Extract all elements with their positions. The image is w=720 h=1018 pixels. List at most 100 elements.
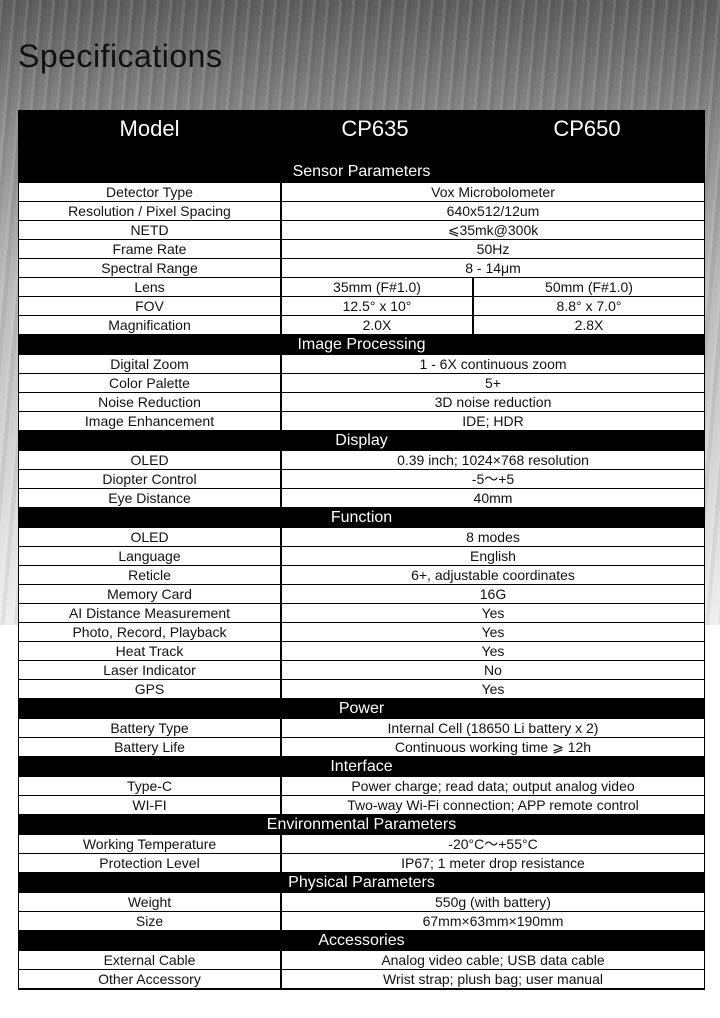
row-value: 1 - 6X continuous zoom: [282, 355, 704, 373]
spec-table: Model CP635 CP650 Sensor Parameters Detec…: [18, 110, 705, 990]
table-row: Memory Card 16G: [19, 585, 704, 604]
table-row: Laser Indicator No: [19, 661, 704, 680]
row-value: Analog video cable; USB data cable: [282, 951, 704, 969]
row-value: 67mm×63mm×190mm: [282, 912, 704, 930]
row-value: Vox Microbolometer: [282, 183, 704, 201]
table-row: External Cable Analog video cable; USB da…: [19, 951, 704, 970]
row-value: 16G: [282, 585, 704, 603]
table-row: AI Distance Measurement Yes: [19, 604, 704, 623]
row-label: Diopter Control: [19, 470, 282, 488]
table-row: OLED 0.39 inch; 1024×768 resolution: [19, 451, 704, 470]
row-value: Wrist strap; plush bag; user manual: [282, 970, 704, 988]
page-title: Specifications: [18, 38, 223, 74]
row-value: 0.39 inch; 1024×768 resolution: [282, 451, 704, 469]
row-value: Yes: [282, 642, 704, 660]
row-label: Color Palette: [19, 374, 282, 392]
row-label: NETD: [19, 221, 282, 239]
table-row: Protection Level IP67; 1 meter drop resis…: [19, 854, 704, 873]
row-value: 5+: [282, 374, 704, 392]
section-header: Environmental Parameters: [19, 815, 704, 835]
row-label: Weight: [19, 893, 282, 911]
section-header: Image Processing: [19, 335, 704, 355]
row-label: OLED: [19, 451, 282, 469]
table-row: NETD ⩽35mk@300k: [19, 221, 704, 240]
table-row: Detector Type Vox Microbolometer: [19, 183, 704, 202]
row-value: Yes: [282, 623, 704, 641]
header-model: Model: [119, 116, 180, 141]
row-label: Magnification: [19, 316, 282, 334]
row-value: 8 modes: [282, 528, 704, 546]
row-label: WI-FI: [19, 796, 282, 814]
row-value: English: [282, 547, 704, 565]
row-label: Image Enhancement: [19, 412, 282, 430]
section-header: Display: [19, 431, 704, 451]
table-row: Spectral Range 8 - 14μm: [19, 259, 704, 278]
section-header: Accessories: [19, 931, 704, 951]
table-row: Type-C Power charge; read data; output an…: [19, 777, 704, 796]
table-row: Battery Life Continuous working time ⩾ 12…: [19, 738, 704, 757]
row-label: Memory Card: [19, 585, 282, 603]
table-row: Working Temperature -20°C～+55°C: [19, 835, 704, 854]
row-label: FOV: [19, 297, 282, 315]
row-value-cp635: 12.5° x 10°: [282, 297, 474, 315]
row-value-cp650: 8.8° x 7.0°: [474, 297, 704, 315]
row-label: Other Accessory: [19, 970, 282, 988]
row-label: Reticle: [19, 566, 282, 584]
row-label: Protection Level: [19, 854, 282, 872]
row-value-cp650: 2.8X: [474, 316, 704, 334]
row-value: 6+, adjustable coordinates: [282, 566, 704, 584]
table-row: Color Palette 5+: [19, 374, 704, 393]
table-row: OLED 8 modes: [19, 528, 704, 547]
header-cp650: CP650: [553, 116, 621, 141]
header-cp635: CP635: [341, 116, 409, 141]
row-label: Digital Zoom: [19, 355, 282, 373]
table-row: Other Accessory Wrist strap; plush bag; u…: [19, 970, 704, 989]
row-label: OLED: [19, 528, 282, 546]
row-value: Two-way Wi-Fi connection; APP remote con…: [282, 796, 704, 814]
row-value: 8 - 14μm: [282, 259, 704, 277]
section-header: Function: [19, 508, 704, 528]
table-row: FOV 12.5° x 10° 8.8° x 7.0°: [19, 297, 704, 316]
section-header: Interface: [19, 757, 704, 777]
row-value: -20°C～+55°C: [282, 835, 704, 853]
table-row: Size 67mm×63mm×190mm: [19, 912, 704, 931]
row-label: Resolution / Pixel Spacing: [19, 202, 282, 220]
row-label: Battery Life: [19, 738, 282, 756]
row-label: Language: [19, 547, 282, 565]
table-row: Noise Reduction 3D noise reduction: [19, 393, 704, 412]
row-label: Noise Reduction: [19, 393, 282, 411]
row-label: Lens: [19, 278, 282, 296]
table-row: GPS Yes: [19, 680, 704, 699]
row-label: Laser Indicator: [19, 661, 282, 679]
table-row: Photo, Record, Playback Yes: [19, 623, 704, 642]
row-value-cp635: 35mm (F#1.0): [282, 278, 474, 296]
row-value: 50Hz: [282, 240, 704, 258]
row-value: 640x512/12um: [282, 202, 704, 220]
row-value: 40mm: [282, 489, 704, 507]
table-row: Frame Rate 50Hz: [19, 240, 704, 259]
row-label: Working Temperature: [19, 835, 282, 853]
row-label: Frame Rate: [19, 240, 282, 258]
table-row: Resolution / Pixel Spacing 640x512/12um: [19, 202, 704, 221]
row-value: Internal Cell (18650 Li battery x 2): [282, 719, 704, 737]
table-row: Magnification 2.0X 2.8X: [19, 316, 704, 335]
table-row: Reticle 6+, adjustable coordinates: [19, 566, 704, 585]
table-body: Sensor Parameters Detector Type Vox Microb…: [19, 147, 704, 989]
row-label: Size: [19, 912, 282, 930]
row-value: Yes: [282, 680, 704, 698]
table-row: Digital Zoom 1 - 6X continuous zoom: [19, 355, 704, 374]
row-label: Detector Type: [19, 183, 282, 201]
row-value: 550g (with battery): [282, 893, 704, 911]
row-value: Yes: [282, 604, 704, 622]
section-header: Sensor Parameters: [19, 147, 704, 183]
table-header: Model CP635 CP650: [19, 111, 704, 147]
row-label: Photo, Record, Playback: [19, 623, 282, 641]
row-value: Power charge; read data; output analog v…: [282, 777, 704, 795]
table-row: WI-FI Two-way Wi-Fi connection; APP remot…: [19, 796, 704, 815]
row-label: GPS: [19, 680, 282, 698]
table-row: Weight 550g (with battery): [19, 893, 704, 912]
row-label: Spectral Range: [19, 259, 282, 277]
row-value-cp635: 2.0X: [282, 316, 474, 334]
row-label: Eye Distance: [19, 489, 282, 507]
row-label: Type-C: [19, 777, 282, 795]
